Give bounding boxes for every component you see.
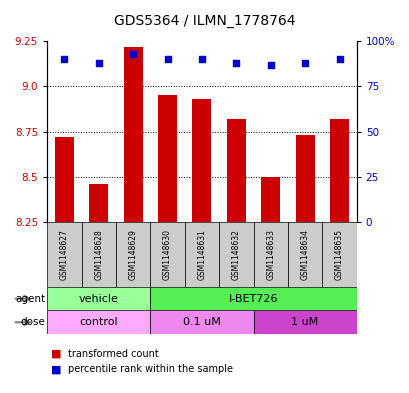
Text: I-BET726: I-BET726 — [228, 294, 278, 304]
Text: dose: dose — [20, 317, 45, 327]
Text: 0.1 uM: 0.1 uM — [182, 317, 220, 327]
Bar — [184, 222, 218, 287]
Text: transformed count: transformed count — [67, 349, 158, 359]
Bar — [55, 137, 74, 222]
Bar — [218, 222, 253, 287]
Text: GDS5364 / ILMN_1778764: GDS5364 / ILMN_1778764 — [114, 14, 295, 28]
Text: GSM1148631: GSM1148631 — [197, 229, 206, 280]
Text: vehicle: vehicle — [79, 294, 118, 304]
Text: GSM1148629: GSM1148629 — [128, 229, 137, 280]
Bar — [192, 99, 211, 222]
Bar — [81, 222, 116, 287]
Text: control: control — [79, 317, 118, 327]
Bar — [116, 222, 150, 287]
Bar — [47, 222, 81, 287]
Bar — [47, 287, 150, 310]
Bar — [89, 184, 108, 222]
Text: GSM1148633: GSM1148633 — [265, 229, 274, 280]
Bar — [253, 310, 356, 334]
Text: GSM1148628: GSM1148628 — [94, 229, 103, 280]
Bar — [124, 47, 142, 222]
Text: agent: agent — [15, 294, 45, 304]
Text: ■: ■ — [51, 349, 62, 359]
Bar — [158, 95, 177, 222]
Point — [198, 56, 204, 62]
Bar — [295, 135, 314, 222]
Point — [164, 56, 171, 62]
Text: 1 uM: 1 uM — [291, 317, 318, 327]
Bar — [150, 287, 356, 310]
Text: GSM1148635: GSM1148635 — [334, 229, 343, 280]
Text: GSM1148634: GSM1148634 — [300, 229, 309, 280]
Bar — [287, 222, 321, 287]
Text: ■: ■ — [51, 364, 62, 375]
Text: GSM1148632: GSM1148632 — [231, 229, 240, 280]
Bar — [321, 222, 356, 287]
Point — [61, 56, 67, 62]
Point — [130, 51, 136, 57]
Text: GSM1148630: GSM1148630 — [163, 229, 172, 280]
Text: GSM1148627: GSM1148627 — [60, 229, 69, 280]
Bar — [226, 119, 245, 222]
Bar — [253, 222, 287, 287]
Point — [335, 56, 342, 62]
Bar — [150, 222, 184, 287]
Bar — [261, 177, 279, 222]
Point — [232, 60, 239, 66]
Point — [95, 60, 102, 66]
Point — [267, 62, 273, 68]
Bar — [47, 310, 150, 334]
Text: percentile rank within the sample: percentile rank within the sample — [67, 364, 232, 375]
Bar — [329, 119, 348, 222]
Point — [301, 60, 308, 66]
Bar — [150, 310, 253, 334]
